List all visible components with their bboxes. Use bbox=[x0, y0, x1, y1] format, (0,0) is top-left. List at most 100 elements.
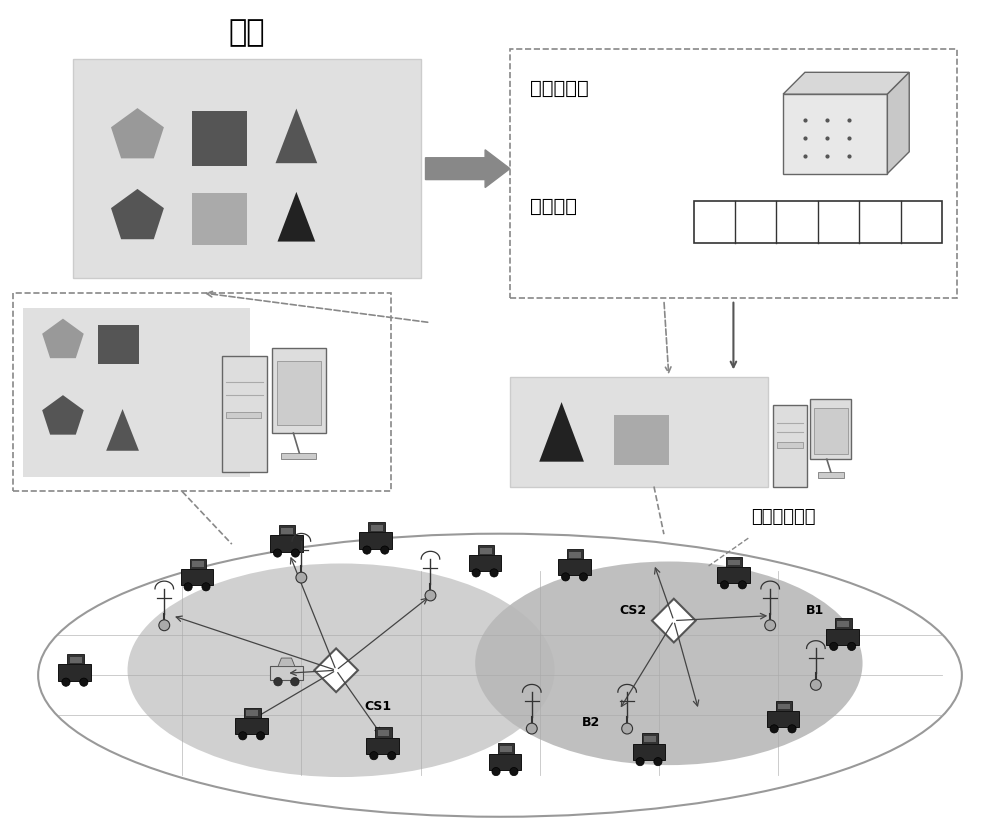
Bar bbox=[726, 557, 742, 567]
Bar bbox=[192, 562, 204, 567]
Bar bbox=[378, 730, 389, 736]
Bar bbox=[192, 193, 247, 245]
Bar bbox=[489, 753, 521, 770]
FancyBboxPatch shape bbox=[13, 293, 391, 491]
Circle shape bbox=[720, 581, 729, 589]
Polygon shape bbox=[278, 658, 295, 667]
Bar bbox=[558, 559, 591, 576]
Circle shape bbox=[490, 569, 498, 577]
Circle shape bbox=[636, 758, 644, 766]
Bar bbox=[244, 708, 261, 718]
Ellipse shape bbox=[128, 563, 555, 777]
Circle shape bbox=[202, 583, 210, 591]
Text: CS2: CS2 bbox=[619, 605, 646, 617]
Text: B2: B2 bbox=[581, 716, 600, 729]
Text: B1: B1 bbox=[806, 605, 824, 617]
Bar bbox=[272, 348, 326, 433]
Bar bbox=[371, 525, 383, 531]
Bar bbox=[767, 711, 799, 728]
Bar bbox=[281, 528, 293, 533]
Bar bbox=[359, 533, 392, 548]
Circle shape bbox=[291, 549, 299, 557]
Polygon shape bbox=[652, 599, 696, 643]
Circle shape bbox=[159, 620, 170, 631]
Bar bbox=[235, 718, 268, 734]
FancyArrow shape bbox=[426, 150, 510, 188]
FancyBboxPatch shape bbox=[73, 60, 421, 278]
Bar bbox=[500, 746, 512, 753]
Polygon shape bbox=[106, 409, 139, 451]
Bar bbox=[783, 94, 887, 174]
Bar bbox=[375, 728, 392, 738]
Circle shape bbox=[363, 546, 371, 554]
Bar bbox=[246, 710, 258, 716]
Bar bbox=[778, 704, 790, 710]
Circle shape bbox=[388, 752, 396, 760]
Bar bbox=[826, 629, 859, 645]
Circle shape bbox=[810, 680, 821, 691]
Circle shape bbox=[291, 677, 299, 686]
FancyBboxPatch shape bbox=[510, 377, 768, 486]
Bar bbox=[498, 743, 514, 753]
Text: 任务: 任务 bbox=[228, 18, 265, 47]
Polygon shape bbox=[539, 402, 584, 461]
Circle shape bbox=[62, 678, 70, 686]
Bar bbox=[67, 654, 84, 664]
Bar bbox=[279, 525, 295, 535]
Bar bbox=[270, 667, 303, 680]
Bar bbox=[569, 552, 581, 557]
Ellipse shape bbox=[475, 562, 863, 765]
Polygon shape bbox=[887, 72, 909, 174]
Circle shape bbox=[425, 590, 436, 601]
Polygon shape bbox=[111, 108, 164, 159]
Polygon shape bbox=[42, 395, 84, 435]
Circle shape bbox=[381, 546, 389, 554]
Bar bbox=[70, 657, 82, 662]
Circle shape bbox=[654, 758, 662, 766]
Circle shape bbox=[738, 581, 746, 589]
Circle shape bbox=[184, 583, 192, 591]
Bar bbox=[717, 567, 750, 583]
Bar bbox=[644, 736, 656, 743]
Bar bbox=[190, 558, 206, 569]
Ellipse shape bbox=[38, 533, 962, 817]
Circle shape bbox=[579, 573, 588, 581]
Bar bbox=[469, 555, 501, 571]
Bar bbox=[58, 664, 91, 681]
Bar bbox=[226, 412, 261, 418]
Bar bbox=[281, 453, 316, 459]
Bar bbox=[773, 404, 807, 486]
Bar bbox=[814, 408, 848, 454]
Bar bbox=[181, 569, 213, 586]
FancyBboxPatch shape bbox=[510, 50, 957, 298]
Circle shape bbox=[239, 732, 247, 740]
Circle shape bbox=[273, 549, 282, 557]
Bar bbox=[222, 356, 267, 471]
Bar bbox=[270, 535, 303, 552]
Circle shape bbox=[622, 723, 633, 734]
Bar bbox=[835, 618, 852, 629]
Text: 任务排队: 任务排队 bbox=[530, 197, 577, 216]
Bar bbox=[368, 522, 385, 533]
Bar bbox=[366, 738, 399, 754]
Bar bbox=[23, 308, 250, 476]
Circle shape bbox=[788, 724, 796, 733]
Bar bbox=[642, 734, 658, 743]
Text: 高级控制器: 高级控制器 bbox=[530, 79, 589, 98]
Circle shape bbox=[848, 643, 856, 651]
Polygon shape bbox=[111, 189, 164, 239]
Polygon shape bbox=[276, 108, 317, 163]
Bar bbox=[567, 548, 583, 559]
Bar bbox=[810, 399, 851, 459]
Circle shape bbox=[296, 572, 307, 583]
Bar bbox=[192, 111, 247, 165]
Circle shape bbox=[492, 767, 500, 776]
Bar bbox=[614, 415, 669, 465]
Bar bbox=[98, 325, 139, 365]
Circle shape bbox=[830, 643, 838, 651]
Circle shape bbox=[526, 723, 537, 734]
Circle shape bbox=[257, 732, 265, 740]
Bar bbox=[633, 743, 665, 760]
Bar bbox=[776, 700, 792, 711]
Circle shape bbox=[765, 620, 776, 631]
